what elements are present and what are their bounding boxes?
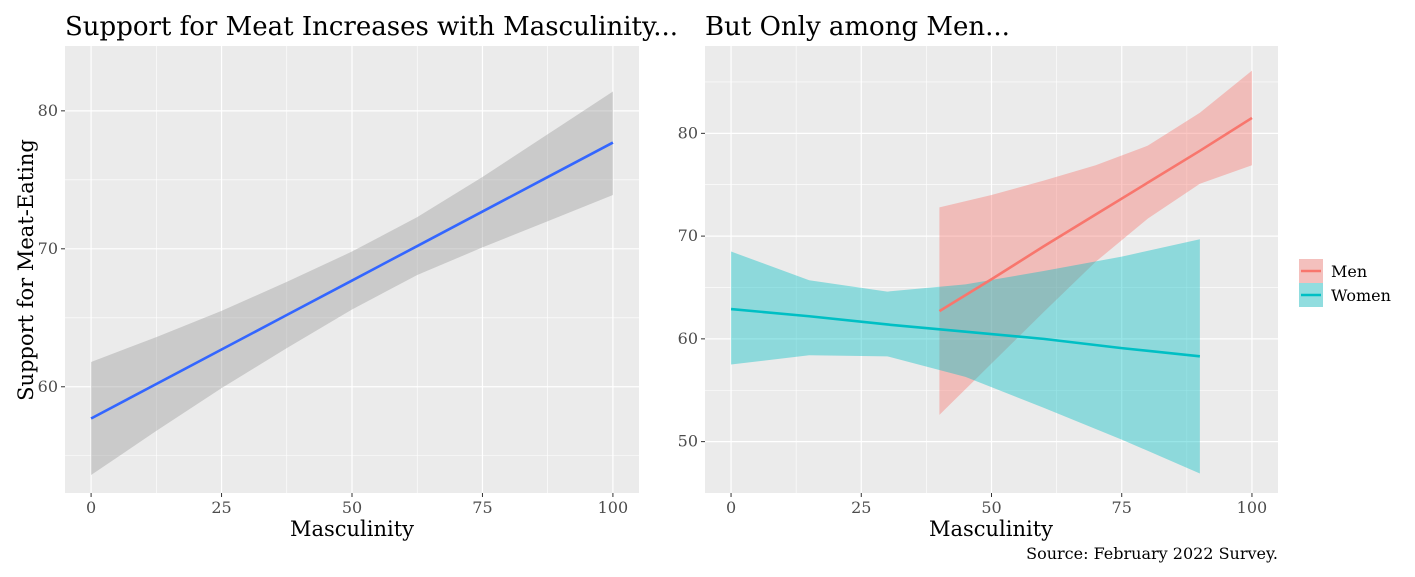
- y-tick-label: 80: [38, 101, 58, 120]
- x-tick-label: 50: [981, 498, 1001, 517]
- x-tick-label: 100: [1237, 498, 1268, 517]
- y-tick-label: 50: [678, 432, 698, 451]
- y-tick-label: 70: [678, 226, 698, 245]
- source-caption: Source: February 2022 Survey.: [1026, 544, 1278, 563]
- y-tick-label: 80: [678, 123, 698, 142]
- y-tick-label: 60: [678, 329, 698, 348]
- legend: Men Women: [1299, 259, 1391, 307]
- y-tick-label: 70: [38, 239, 58, 258]
- left-gridlines: [65, 46, 639, 493]
- confidence-band-men: [939, 70, 1252, 415]
- left-data-layer: [90, 91, 614, 476]
- x-tick-label: 50: [342, 498, 362, 517]
- left-y-axis-label: Support for Meat-Eating: [14, 139, 38, 401]
- confidence-band-women: [731, 239, 1200, 474]
- right-gridlines: [705, 46, 1278, 493]
- y-tick-label: 60: [38, 377, 58, 396]
- left-chart-title: Support for Meat Increases with Masculin…: [65, 12, 678, 42]
- legend-label-women: Women: [1331, 286, 1391, 305]
- x-tick-label: 100: [598, 498, 629, 517]
- confidence-band-all-respondents: [91, 91, 613, 476]
- x-tick-label: 25: [211, 498, 231, 517]
- panel-right: But Only among Men... 0 25 50 75 100 50 60 70 80…: [678, 12, 1278, 541]
- legend-label-men: Men: [1331, 262, 1367, 281]
- panel-left: Support for Meat Increases with Masculin…: [14, 12, 678, 541]
- x-tick-label: 0: [726, 498, 736, 517]
- left-x-axis-label: Masculinity: [290, 517, 414, 541]
- x-tick-label: 25: [851, 498, 871, 517]
- fit-line-women: [730, 307, 1200, 358]
- right-axis-ticks: 0 25 50 75 100 50 60 70 80: [678, 123, 1268, 517]
- right-chart-title: But Only among Men...: [705, 12, 1010, 42]
- fit-line-all-respondents: [90, 141, 614, 420]
- x-tick-label: 0: [86, 498, 96, 517]
- fit-line-men: [938, 116, 1253, 313]
- x-tick-label: 75: [1112, 498, 1132, 517]
- left-axis-ticks: 0 25 50 75 100 60 70 80: [38, 101, 629, 517]
- right-x-axis-label: Masculinity: [929, 517, 1053, 541]
- x-tick-label: 75: [472, 498, 492, 517]
- right-data-layer: [730, 70, 1253, 474]
